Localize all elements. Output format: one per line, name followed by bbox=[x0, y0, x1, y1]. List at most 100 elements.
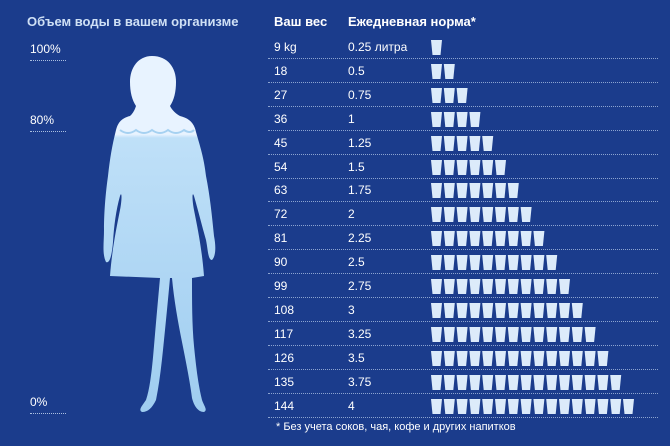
norm-value: 1 bbox=[348, 111, 355, 126]
water-glass-icon bbox=[482, 326, 494, 342]
row-divider bbox=[268, 225, 658, 227]
row-divider bbox=[268, 320, 658, 322]
water-glass-icon bbox=[469, 231, 481, 247]
water-glass-icon bbox=[456, 398, 468, 414]
row-divider bbox=[268, 249, 658, 251]
body-water-title: Объем воды в вашем организме bbox=[27, 14, 239, 29]
water-glass-icon bbox=[495, 231, 506, 247]
table-row: 54 1.5 bbox=[268, 156, 658, 179]
water-glass-icon bbox=[482, 302, 494, 318]
water-glass-icon bbox=[482, 183, 494, 199]
water-glass-icon bbox=[495, 350, 506, 366]
woman-silhouette-icon bbox=[103, 56, 216, 412]
water-glass-icon bbox=[469, 111, 481, 127]
weight-value: 126 bbox=[274, 350, 295, 365]
water-glass-icon bbox=[546, 350, 558, 366]
water-glass-icon bbox=[597, 350, 609, 366]
water-glass-icon bbox=[533, 302, 545, 318]
glasses-group bbox=[431, 182, 521, 199]
glasses-group bbox=[431, 350, 610, 367]
water-glass-icon bbox=[431, 183, 442, 199]
weight-column-header: Ваш вес bbox=[274, 14, 328, 29]
water-glass-icon bbox=[443, 279, 455, 294]
water-glass-icon bbox=[559, 279, 570, 294]
glasses-group bbox=[431, 374, 623, 391]
water-glass-icon bbox=[495, 398, 506, 414]
water-glass-icon bbox=[469, 398, 481, 414]
norm-value: 0.75 bbox=[348, 87, 372, 102]
norm-value: 0.5 bbox=[348, 63, 365, 78]
water-glass-icon bbox=[533, 398, 545, 414]
glasses-group bbox=[431, 398, 636, 415]
weight-value: 144 bbox=[274, 398, 295, 413]
table-row: 36 1 bbox=[268, 108, 658, 131]
water-glass-icon bbox=[431, 40, 442, 55]
norm-value: 2.75 bbox=[348, 279, 372, 293]
glasses-group bbox=[431, 230, 546, 247]
water-glass-icon bbox=[507, 350, 519, 366]
water-glass-icon bbox=[610, 398, 622, 414]
water-glass-icon bbox=[482, 135, 494, 151]
water-glass-icon bbox=[507, 279, 519, 294]
row-divider bbox=[268, 368, 658, 370]
percent-line-0 bbox=[30, 413, 66, 414]
water-glass-icon bbox=[443, 159, 455, 175]
water-glass-icon bbox=[571, 350, 583, 366]
row-divider bbox=[268, 153, 658, 155]
water-glass-icon bbox=[571, 302, 583, 318]
row-divider bbox=[268, 105, 658, 107]
row-divider bbox=[268, 58, 658, 59]
water-glass-icon bbox=[456, 374, 468, 390]
water-glass-icon bbox=[443, 398, 455, 414]
glasses-group bbox=[431, 254, 559, 271]
water-glass-icon bbox=[520, 255, 532, 271]
water-glass-icon bbox=[482, 374, 494, 390]
norm-value: 0.25 литра bbox=[348, 40, 408, 54]
row-divider bbox=[268, 273, 658, 275]
water-glass-icon bbox=[482, 231, 494, 247]
water-glass-icon bbox=[482, 207, 494, 223]
water-glass-icon bbox=[597, 374, 609, 390]
weight-value: 135 bbox=[274, 374, 295, 389]
water-glass-icon bbox=[507, 398, 519, 414]
water-glass-icon bbox=[456, 231, 468, 247]
row-divider bbox=[268, 297, 658, 298]
table-row: 90 2.5 bbox=[268, 251, 658, 275]
water-glass-icon bbox=[469, 374, 481, 390]
water-glass-icon bbox=[584, 398, 596, 414]
water-glass-icon bbox=[520, 302, 532, 318]
water-glass-icon bbox=[507, 255, 519, 271]
water-glass-icon bbox=[443, 207, 455, 223]
row-divider bbox=[268, 81, 658, 83]
water-glass-icon bbox=[431, 135, 442, 151]
row-divider bbox=[268, 416, 658, 418]
water-glass-icon bbox=[443, 231, 455, 247]
water-glass-icon bbox=[546, 279, 558, 294]
percent-label-0: 0% bbox=[30, 395, 48, 409]
water-glass-icon bbox=[520, 279, 532, 294]
water-glass-icon bbox=[546, 255, 558, 271]
water-glass-icon bbox=[520, 326, 532, 342]
water-glass-icon bbox=[546, 398, 558, 414]
weight-value: 18 bbox=[274, 63, 288, 78]
norm-value: 3 bbox=[348, 302, 355, 317]
norm-value: 4 bbox=[348, 398, 355, 413]
glasses-group bbox=[431, 326, 597, 343]
water-glass-icon bbox=[495, 279, 506, 294]
table-row: 27 0.75 bbox=[268, 84, 658, 107]
water-glass-icon bbox=[443, 326, 455, 342]
water-glass-icon bbox=[456, 302, 468, 318]
water-glass-icon bbox=[520, 374, 532, 390]
water-glass-icon bbox=[456, 207, 468, 223]
table-row: 45 1.25 bbox=[268, 132, 658, 155]
table-row: 108 3 bbox=[268, 299, 658, 322]
water-glass-icon bbox=[469, 135, 481, 151]
water-glass-icon bbox=[431, 398, 442, 414]
norm-value: 1.25 bbox=[348, 135, 372, 150]
table-row: 144 4 bbox=[268, 395, 658, 418]
weight-value: 81 bbox=[274, 231, 288, 246]
water-glass-icon bbox=[431, 374, 442, 390]
water-glass-icon bbox=[546, 326, 558, 342]
water-glass-icon bbox=[469, 279, 481, 294]
footnote: * Без учета соков, чая, кофе и других на… bbox=[276, 421, 516, 433]
